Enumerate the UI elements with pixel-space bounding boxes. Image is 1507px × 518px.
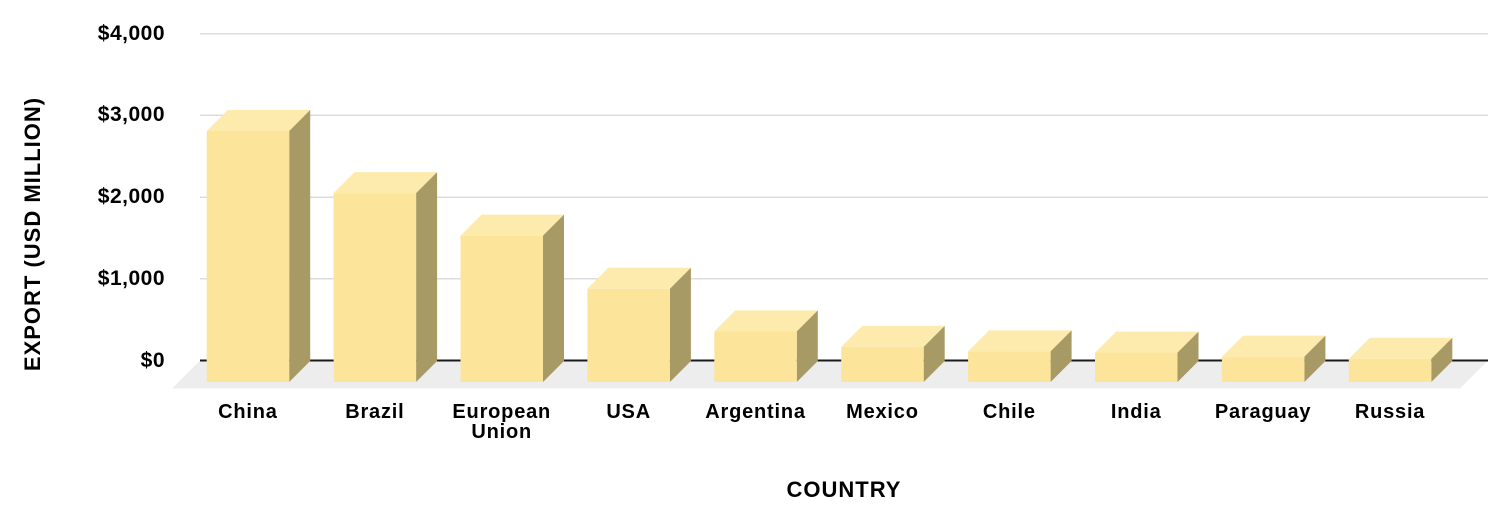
- bar-brazil: [333, 193, 417, 382]
- y-tick-label: $3,000: [97, 103, 165, 127]
- x-category-label: Russia: [1354, 401, 1426, 423]
- bar-top-china: [206, 110, 311, 132]
- y-tick-label: $0: [140, 348, 165, 372]
- bar-top-chile: [968, 330, 1072, 352]
- y-tick-label: $4,000: [97, 21, 165, 45]
- bar-chile: [968, 351, 1051, 382]
- bar-side-china: [289, 110, 311, 382]
- bar-usa: [587, 288, 670, 382]
- y-tick-label: $2,000: [97, 185, 165, 208]
- bar-top-india: [1095, 331, 1199, 353]
- x-category-label: Paraguay: [1214, 401, 1312, 423]
- bar-side-argentina: [796, 310, 818, 382]
- bar-india: [1095, 352, 1178, 382]
- bar-side-india: [1177, 331, 1199, 382]
- bar-top-usa: [587, 267, 691, 289]
- x-category-label: China: [218, 401, 278, 423]
- bar-top-argentina: [714, 310, 818, 332]
- bar-side-european-union: [543, 214, 564, 382]
- bar-top-russia: [1348, 337, 1453, 359]
- bar-china: [206, 131, 290, 382]
- x-category-label: USA: [606, 401, 651, 423]
- y-tick-label: $1,000: [97, 266, 165, 290]
- x-category-label: India: [1110, 401, 1162, 423]
- bar-side-chile: [1050, 330, 1072, 382]
- bar-side-usa: [669, 267, 691, 382]
- bar-paraguay: [1221, 356, 1305, 382]
- bar-top-paraguay: [1221, 335, 1326, 357]
- bar-side-mexico: [923, 325, 945, 382]
- bar-european-union: [460, 235, 543, 382]
- x-category-label: Mexico: [846, 401, 919, 423]
- x-category-label: Brazil: [345, 401, 405, 423]
- x-axis-title: COUNTRY: [786, 477, 902, 502]
- bar-top-mexico: [841, 325, 945, 347]
- bar-russia: [1348, 358, 1432, 382]
- y-axis-title: EXPORT (USD MILLION): [20, 96, 45, 372]
- bar-mexico: [841, 346, 924, 382]
- bar-top-european-union: [460, 214, 564, 236]
- bar-side-brazil: [416, 172, 438, 382]
- bar-side-russia: [1431, 337, 1453, 382]
- bar-argentina: [714, 331, 797, 382]
- x-category-label: Argentina: [705, 401, 806, 423]
- bar-top-brazil: [333, 172, 438, 194]
- x-category-label: Chile: [982, 401, 1036, 423]
- x-category-label: European Union: [452, 401, 552, 443]
- bar-side-paraguay: [1304, 335, 1326, 382]
